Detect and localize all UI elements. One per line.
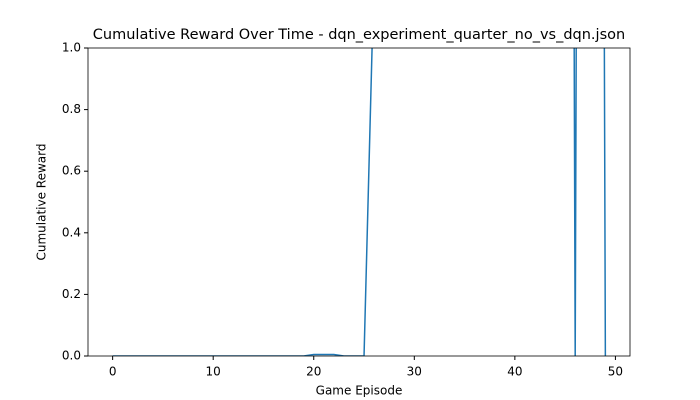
y-tick-label: 1.0 bbox=[62, 41, 81, 55]
x-tick-label: 10 bbox=[206, 365, 221, 379]
x-tick-label: 50 bbox=[608, 365, 623, 379]
y-axis-label: Cumulative Reward bbox=[35, 144, 49, 261]
x-tick-label: 30 bbox=[407, 365, 422, 379]
x-tick-label: 40 bbox=[507, 365, 522, 379]
data-line bbox=[112, 48, 607, 356]
x-tick-label: 0 bbox=[109, 365, 117, 379]
plot-frame bbox=[87, 47, 631, 357]
y-tick-label: 0.0 bbox=[62, 349, 81, 363]
y-tick-label: 0.4 bbox=[62, 225, 81, 239]
chart-title: Cumulative Reward Over Time - dqn_experi… bbox=[93, 27, 625, 43]
x-axis-label: Game Episode bbox=[316, 384, 403, 398]
x-tick-label: 20 bbox=[306, 365, 321, 379]
y-tick-label: 0.6 bbox=[62, 164, 81, 178]
y-tick-label: 0.8 bbox=[62, 102, 81, 116]
y-tick-label: 0.2 bbox=[62, 287, 81, 301]
